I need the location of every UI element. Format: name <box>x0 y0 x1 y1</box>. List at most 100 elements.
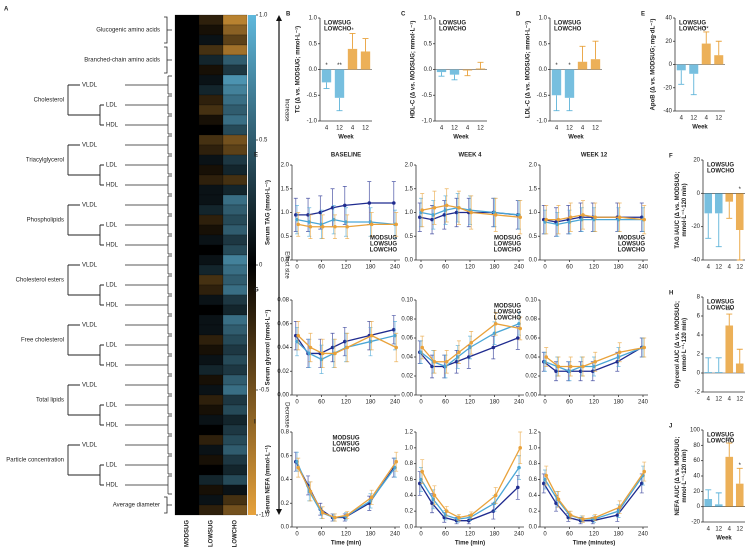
legend-label: LOWSUG <box>707 433 734 439</box>
data-point <box>420 469 425 474</box>
heatmap-cell <box>222 224 248 236</box>
y-tick-label: 0.04 <box>277 345 289 351</box>
x-tick-label: 60 <box>566 400 573 406</box>
legend-label: LOWSUG <box>324 21 351 27</box>
y-tick-label: 0.2 <box>281 501 290 507</box>
x-tick-label: 12 <box>451 126 458 132</box>
heatmap-cell <box>198 494 224 506</box>
heatmap-cell <box>198 464 224 476</box>
heatmap-cell <box>198 204 224 216</box>
x-tick-label: 60 <box>442 265 449 271</box>
y-tick-label: 1.5 <box>405 186 414 192</box>
bar <box>714 372 723 373</box>
heatmap-cell <box>222 504 248 516</box>
error-bar <box>726 442 733 457</box>
y-tick-label: 20 <box>665 39 672 45</box>
x-tick-label: 0 <box>295 532 299 538</box>
data-point <box>491 345 496 350</box>
x-tick-label: 240 <box>390 532 401 538</box>
group-bracket <box>164 46 172 74</box>
bar <box>590 59 601 70</box>
legend-label: LOWCHO <box>707 439 735 445</box>
legend-label: LOWSUG <box>618 242 645 248</box>
y-tick-label: 0.0 <box>309 67 318 73</box>
y-tick-label: 0 <box>697 504 701 510</box>
y-tick-label: 0 <box>697 191 701 197</box>
x-tick-label: 240 <box>638 532 649 538</box>
data-point <box>516 485 520 490</box>
significance: * <box>325 63 328 69</box>
x-tick-label: 120 <box>341 400 352 406</box>
heatmap-cell <box>198 244 224 256</box>
x-tick-label: 12 <box>690 116 697 122</box>
heatmap-cell <box>198 484 224 496</box>
x-tick-label: 4 <box>680 116 684 122</box>
x-tick-label: 180 <box>613 400 624 406</box>
heatmap-cell <box>198 34 224 46</box>
x-tick-label: 12 <box>736 265 743 271</box>
heatmap-cell <box>198 144 224 156</box>
heatmap-cell <box>174 364 200 376</box>
heatmap-cell <box>222 284 248 296</box>
heatmap-cell <box>198 24 224 36</box>
error-bar <box>336 97 343 112</box>
group-label: Branched-chain amino acids <box>84 58 160 64</box>
heatmap-cell <box>174 234 200 246</box>
group-bracket <box>164 496 172 514</box>
tree-branch <box>67 444 104 486</box>
y-axis-label: mmol·L⁻¹·120 min) <box>681 183 688 236</box>
data-point <box>296 465 301 470</box>
heatmap-cell <box>174 204 200 216</box>
error-bar <box>715 492 722 505</box>
bar <box>735 193 744 230</box>
bar <box>714 55 724 65</box>
y-tick-label: 1.2 <box>405 430 414 436</box>
heatmap-cell <box>222 294 248 306</box>
heatmap-cell <box>174 384 200 396</box>
heatmap-cell <box>222 154 248 166</box>
heatmap-cell <box>174 504 200 516</box>
data-point <box>593 515 597 520</box>
heatmap-cell <box>174 294 200 306</box>
data-point <box>469 340 474 345</box>
subgroup-label: VLDL <box>82 383 98 389</box>
bar <box>704 499 713 507</box>
x-tick-label: 12 <box>362 126 369 132</box>
legend-label: LOWSUG <box>707 163 734 169</box>
legend-label: LOWCHO <box>618 248 646 254</box>
data-point <box>367 201 372 205</box>
legend-label: MODSUG <box>333 436 360 442</box>
heatmap-cell <box>174 44 200 56</box>
error-bar <box>726 313 733 326</box>
y-tick-label: 1.0 <box>405 210 414 216</box>
legend-label: MODSUG <box>494 236 521 242</box>
heatmap-cell <box>174 114 200 126</box>
error-bar <box>705 213 712 239</box>
colorbar-tick-label: 1.0 <box>259 13 268 19</box>
heatmap-cell <box>174 194 200 206</box>
heatmap-cell <box>174 174 200 186</box>
heatmap-cell <box>198 384 224 396</box>
significance: *** <box>726 438 734 444</box>
heatmap-cell <box>222 64 248 76</box>
heatmap-cell <box>174 244 200 256</box>
heatmap-cell <box>222 34 248 46</box>
panel-letter: B <box>286 12 291 18</box>
tree-branch <box>67 324 104 366</box>
legend-label: LOWSUG <box>679 21 706 27</box>
legend-label: MODSUG <box>370 236 397 242</box>
y-tick-label: 1.0 <box>529 210 538 216</box>
subgroup-bracket <box>125 295 172 315</box>
y-tick-label: 100 <box>690 428 701 434</box>
heatmap-cell <box>222 384 248 396</box>
heatmap-cell <box>222 484 248 496</box>
heatmap-cell <box>222 144 248 156</box>
bar <box>676 64 686 71</box>
heatmap-cell <box>174 374 200 386</box>
data-point <box>469 513 474 517</box>
y-tick-label: 0.4 <box>281 477 290 483</box>
bar <box>735 363 744 373</box>
x-tick-label: 4 <box>728 397 732 403</box>
y-tick-label: 1.0 <box>405 445 414 451</box>
x-tick-label: 4 <box>705 116 709 122</box>
